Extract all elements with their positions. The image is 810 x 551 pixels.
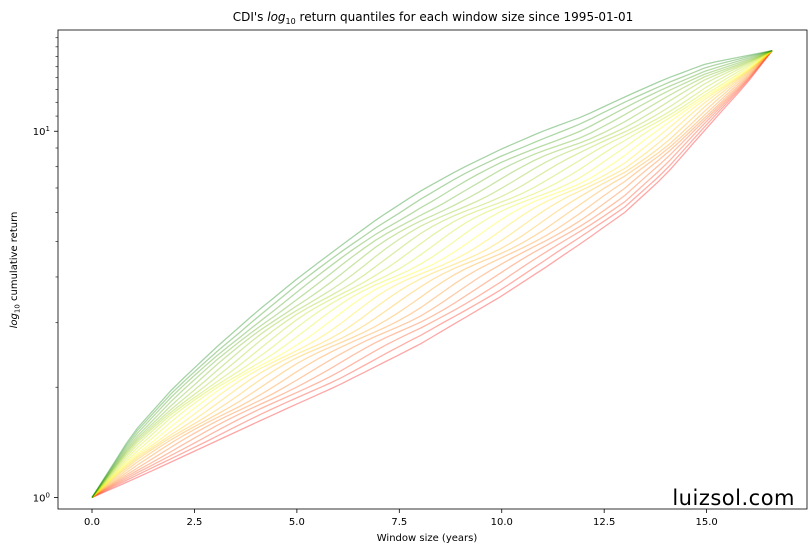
chart-title-log: log [267, 10, 286, 24]
y-axis-label-sub: 10 [14, 304, 22, 313]
chart-title-prefix: CDI's [233, 10, 268, 24]
y-tick-exponent: 1 [46, 125, 50, 133]
quantile-line [91, 50, 773, 498]
quantile-line [91, 50, 773, 499]
quantile-line [91, 50, 773, 498]
quantile-line [91, 49, 773, 498]
x-tick-label: 10.0 [491, 517, 513, 528]
watermark: luizsol.com [672, 486, 795, 510]
quantile-line [91, 50, 773, 499]
x-axis-label: Window size (years) [377, 533, 478, 544]
x-tick-label: 15.0 [695, 517, 717, 528]
y-tick-base: 10 [33, 127, 46, 138]
chart-title-suffix: return quantiles for each window size si… [296, 10, 634, 24]
quantile-line [91, 50, 773, 499]
quantile-line [91, 49, 773, 498]
quantile-line [91, 50, 773, 498]
quantile-line [91, 49, 773, 498]
plot-frame [57, 29, 808, 510]
y-axis-label: log10 cumulative return [9, 212, 22, 329]
quantile-line [91, 50, 773, 498]
quantile-line [91, 50, 773, 498]
x-tick-label: 0.0 [84, 517, 100, 528]
y-axis-label-log: log [9, 313, 20, 328]
quantile-line [91, 50, 773, 498]
quantile-line [91, 50, 773, 499]
y-tick-base: 10 [33, 493, 46, 504]
quantile-line [91, 50, 773, 498]
x-tick-label: 5.0 [289, 517, 305, 528]
quantile-line [91, 50, 773, 498]
y-axis-label-suffix: cumulative return [9, 212, 20, 305]
x-tick-label: 7.5 [391, 517, 407, 528]
y-tick-exponent: 0 [46, 491, 50, 499]
quantile-lines [91, 49, 773, 499]
quantile-line [91, 50, 773, 499]
quantile-line [91, 50, 773, 499]
quantile-line [91, 50, 773, 499]
quantile-line [91, 49, 773, 498]
x-axis-ticks: 0.0 2.5 5.0 7.5 10.0 12.5 15.0 [84, 509, 718, 528]
chart-title-sub: 10 [286, 17, 296, 26]
y-tick-label: 101 [33, 125, 50, 138]
chart-title: CDI's log10 return quantiles for each wi… [233, 10, 634, 26]
quantile-line [91, 50, 773, 498]
quantile-line [91, 50, 773, 498]
y-tick-label: 100 [33, 491, 50, 504]
x-tick-label: 2.5 [186, 517, 202, 528]
x-tick-label: 12.5 [593, 517, 615, 528]
